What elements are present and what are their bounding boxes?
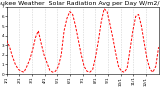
Title: Milwaukee Weather  Solar Radiation Avg per Day W/m2/minute: Milwaukee Weather Solar Radiation Avg pe… xyxy=(0,1,160,6)
